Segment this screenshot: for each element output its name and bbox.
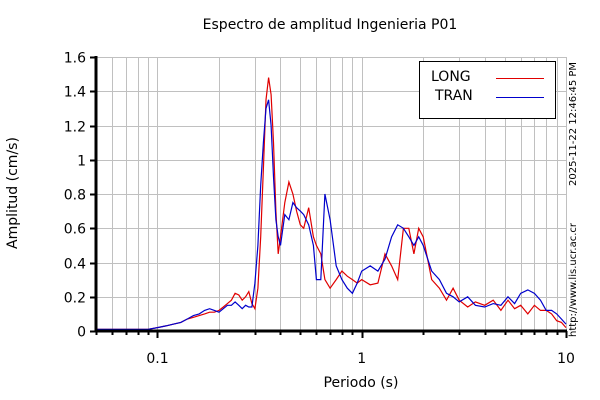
legend: LONG TRAN	[419, 61, 556, 119]
svg-text:10: 10	[557, 351, 575, 367]
svg-text:0: 0	[77, 325, 86, 341]
legend-item-tran: TRAN	[420, 88, 555, 106]
chart-title: Espectro de amplitud Ingenieria P01	[202, 17, 458, 33]
svg-text:1: 1	[357, 351, 366, 367]
legend-item-long: LONG	[420, 69, 555, 87]
svg-text:0.6: 0.6	[64, 222, 86, 238]
svg-text:0.8: 0.8	[64, 188, 86, 204]
svg-text:1.4: 1.4	[64, 85, 86, 101]
source-url-label: http://www.lis.ucr.ac.cr	[568, 223, 579, 337]
x-axis-label: Periodo (s)	[323, 375, 399, 391]
timestamp-label: 2025-11-22 12:46:45 PM	[568, 61, 579, 186]
svg-text:0.1: 0.1	[146, 351, 168, 367]
legend-label-long: LONG	[431, 69, 471, 85]
svg-text:1.6: 1.6	[64, 51, 86, 67]
svg-text:1: 1	[77, 154, 86, 170]
plot-series	[96, 77, 567, 330]
legend-swatch-long	[496, 78, 544, 79]
legend-label-tran: TRAN	[435, 88, 473, 104]
legend-swatch-tran	[496, 97, 544, 98]
svg-text:0.2: 0.2	[64, 291, 86, 307]
axes: 0 0.2 0.4 0.6 0.8 1 1.2 1.4 1.6 0.1 1 10	[64, 51, 575, 368]
svg-text:0.4: 0.4	[64, 257, 86, 273]
y-axis-label: Amplitud (cm/s)	[5, 137, 21, 249]
svg-text:1.2: 1.2	[64, 120, 86, 136]
